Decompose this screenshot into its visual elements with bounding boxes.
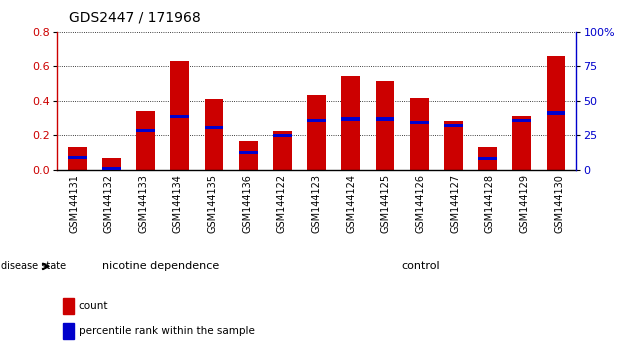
Text: control: control	[401, 261, 440, 272]
Text: disease state: disease state	[1, 261, 66, 272]
Text: percentile rank within the sample: percentile rank within the sample	[79, 326, 255, 336]
Bar	[410, 98, 428, 170]
Bar	[102, 158, 121, 170]
Text: GSM144127: GSM144127	[450, 174, 460, 233]
Bar	[170, 115, 189, 118]
Text: GSM144129: GSM144129	[520, 174, 529, 233]
Text: GSM144136: GSM144136	[243, 174, 252, 233]
Text: GSM144122: GSM144122	[277, 174, 287, 233]
Bar	[136, 111, 155, 170]
Bar	[307, 119, 326, 122]
Bar	[239, 142, 258, 170]
Bar	[341, 76, 360, 170]
Bar	[68, 156, 86, 159]
Text: nicotine dependence: nicotine dependence	[102, 261, 219, 272]
Bar	[205, 99, 224, 170]
Bar	[68, 147, 86, 170]
Text: GSM144128: GSM144128	[485, 174, 495, 233]
Text: GSM144132: GSM144132	[104, 174, 113, 233]
Bar	[444, 124, 463, 127]
Bar	[136, 129, 155, 132]
Bar	[341, 118, 360, 121]
Bar	[170, 61, 189, 170]
Text: GSM144124: GSM144124	[346, 174, 356, 233]
Bar	[205, 126, 224, 129]
Bar	[512, 115, 531, 170]
Bar	[410, 121, 428, 124]
Bar	[63, 323, 74, 339]
Bar	[239, 151, 258, 154]
Text: count: count	[79, 301, 108, 311]
Text: GSM144135: GSM144135	[208, 174, 217, 233]
Text: GDS2447 / 171968: GDS2447 / 171968	[69, 11, 201, 25]
Bar	[547, 56, 565, 170]
Text: GSM144131: GSM144131	[69, 174, 79, 233]
Bar	[512, 119, 531, 122]
Text: GSM144130: GSM144130	[554, 174, 564, 233]
Bar	[102, 167, 121, 170]
Bar	[375, 118, 394, 121]
Bar	[547, 112, 565, 115]
Bar	[63, 298, 74, 314]
Bar	[444, 121, 463, 170]
Bar	[375, 81, 394, 170]
Bar	[307, 95, 326, 170]
Text: GSM144125: GSM144125	[381, 174, 391, 233]
Text: GSM144134: GSM144134	[173, 174, 183, 233]
Bar	[273, 131, 292, 170]
Bar	[273, 134, 292, 137]
Bar	[478, 157, 497, 160]
Text: GSM144126: GSM144126	[416, 174, 425, 233]
Text: GSM144133: GSM144133	[139, 174, 148, 233]
Text: GSM144123: GSM144123	[312, 174, 321, 233]
Bar	[478, 147, 497, 170]
